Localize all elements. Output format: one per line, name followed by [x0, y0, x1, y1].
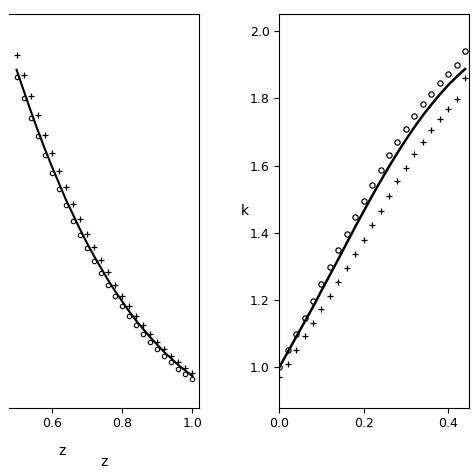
Y-axis label: k: k: [241, 204, 249, 218]
Text: z: z: [58, 444, 65, 458]
Text: z: z: [101, 455, 108, 469]
